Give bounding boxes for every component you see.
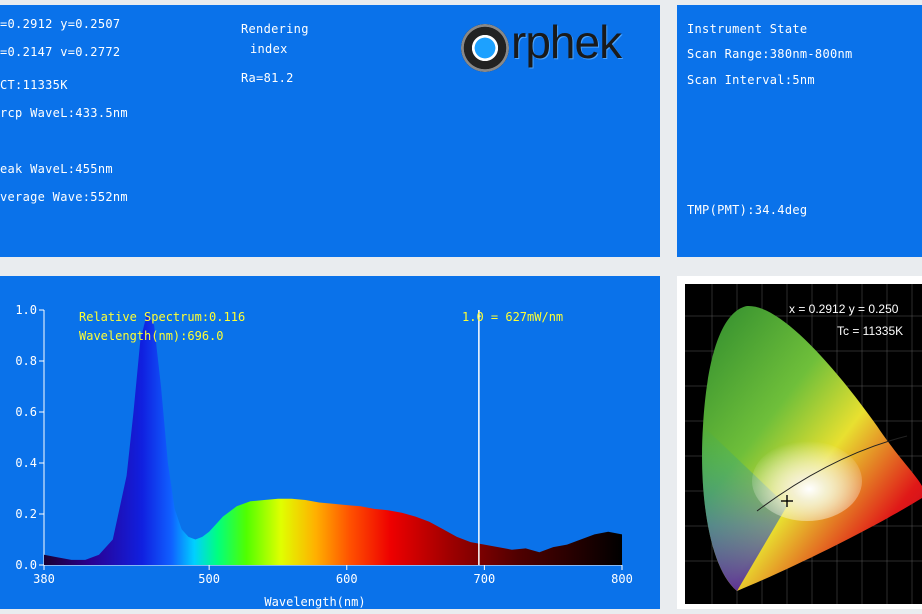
ra-value: Ra=81.2	[241, 71, 294, 85]
instrument-state-panel: Instrument State Scan Range:380nm-800nm …	[677, 5, 922, 257]
spectrum-panel: 0.0 0.2 0.4 0.6 0.8 1.0 380 500 600 700 800 Relati…	[0, 276, 660, 609]
x-tick-label: 800	[611, 572, 633, 586]
cie-xy-readout: x = 0.2912 y = 0.250	[789, 302, 899, 316]
tmp-reading: TMP(PMT):34.4deg	[687, 203, 807, 217]
y-tick-label: 0.0	[15, 558, 37, 572]
dominant-wavelength: rcp WaveL:433.5nm	[0, 106, 128, 120]
relative-spectrum-readout: Relative Spectrum:0.116	[79, 310, 245, 324]
spectrum-chart[interactable]: 0.0 0.2 0.4 0.6 0.8 1.0 380 500 600 700 800 Relati…	[0, 276, 660, 609]
chromaticity-uv: =0.2147 v=0.2772	[0, 45, 120, 59]
average-wavelength: verage Wave:552nm	[0, 190, 128, 204]
x-tick-label: 500	[198, 572, 220, 586]
cie-diagram-panel: x = 0.2912 y = 0.250 Tc = 11335K	[677, 276, 922, 609]
color-parameters-panel: =0.2912 y=0.2507 =0.2147 v=0.2772 CT:113…	[0, 5, 660, 257]
instrument-state-title: Instrument State	[687, 22, 807, 36]
cct-value: CT:11335K	[0, 78, 68, 92]
scale-readout: 1.0 = 627mW/nm	[462, 310, 563, 324]
x-tick-label: 600	[336, 572, 358, 586]
x-tick-label: 380	[33, 572, 55, 586]
y-tick-label: 0.2	[15, 507, 37, 521]
chromaticity-xy: =0.2912 y=0.2507	[0, 17, 120, 31]
cie-tc-readout: Tc = 11335K	[837, 324, 903, 338]
cie-white-region	[752, 441, 862, 521]
y-tick-label: 0.8	[15, 354, 37, 368]
x-tick-label: 700	[474, 572, 496, 586]
peak-wavelength: eak WaveL:455nm	[0, 162, 113, 176]
y-tick-label: 1.0	[15, 303, 37, 317]
y-tick-label: 0.4	[15, 456, 37, 470]
scan-interval: Scan Interval:5nm	[687, 73, 815, 87]
wavelength-readout: Wavelength(nm):696.0	[79, 329, 224, 343]
scan-range: Scan Range:380nm-800nm	[687, 47, 853, 61]
y-tick-label: 0.6	[15, 405, 37, 419]
spectrum-area	[44, 313, 622, 565]
logo-ring-icon	[461, 24, 509, 72]
cie-chromaticity-diagram: x = 0.2912 y = 0.250 Tc = 11335K	[677, 276, 922, 609]
x-axis-label: Wavelength(nm)	[264, 595, 365, 609]
orphek-logo: rphek	[461, 19, 656, 77]
logo-text: rphek	[511, 15, 621, 69]
index-label: index	[250, 42, 288, 56]
rendering-label: Rendering	[241, 22, 309, 36]
